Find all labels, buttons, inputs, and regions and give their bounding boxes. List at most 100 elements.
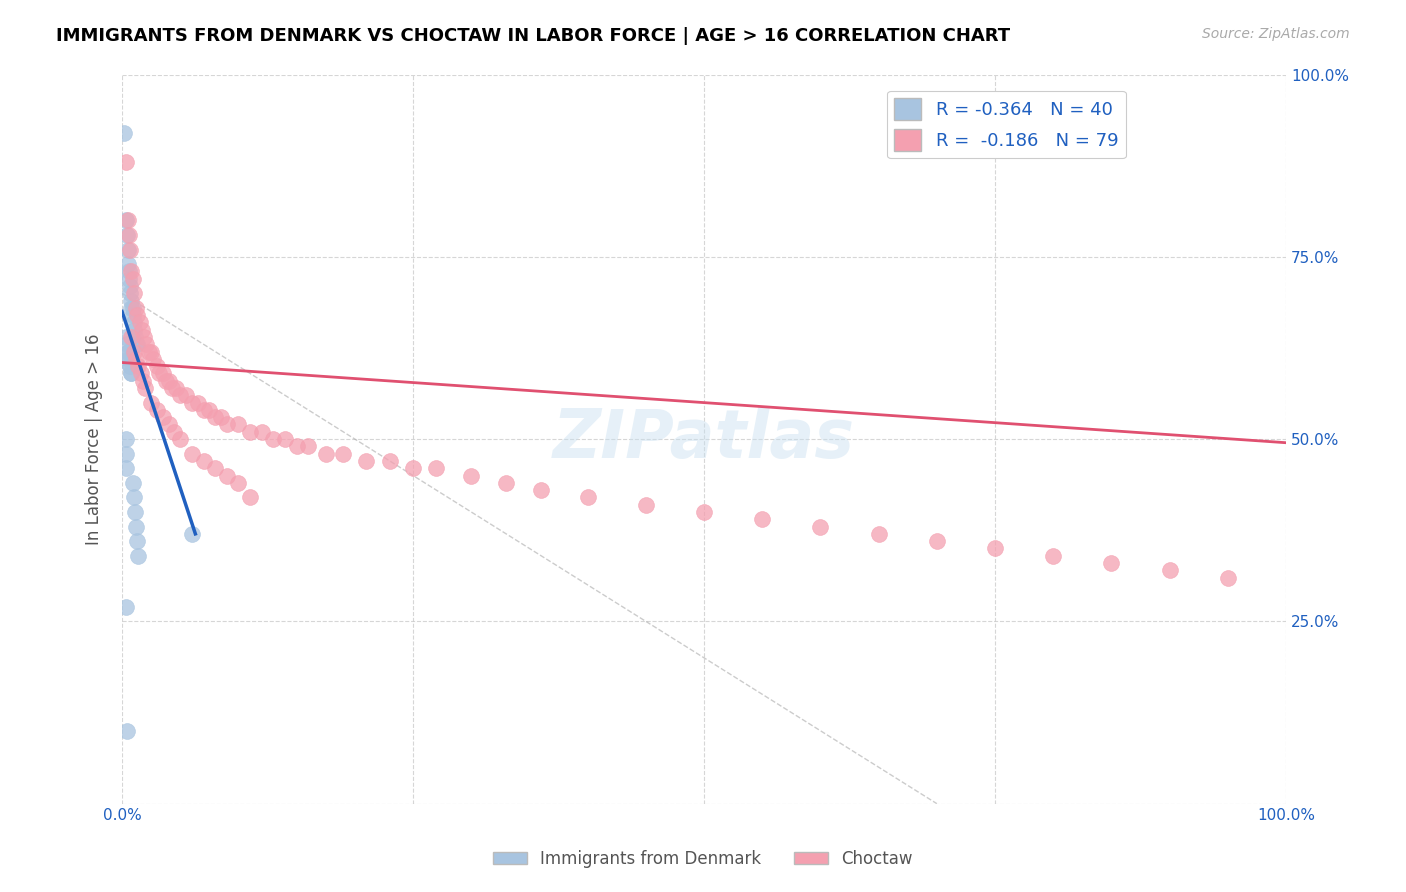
Point — [114, 461, 136, 475]
Point — [118, 351, 141, 366]
Point — [117, 344, 139, 359]
Point — [120, 367, 142, 381]
Point — [120, 243, 142, 257]
Point — [808, 519, 831, 533]
Point — [180, 526, 202, 541]
Point — [152, 410, 174, 425]
Point — [198, 403, 221, 417]
Point — [122, 286, 145, 301]
Point — [187, 395, 209, 409]
Point — [129, 367, 152, 381]
Point — [142, 351, 165, 366]
Point — [121, 308, 143, 322]
Point — [117, 243, 139, 257]
Legend: R = -0.364   N = 40, R =  -0.186   N = 79: R = -0.364 N = 40, R = -0.186 N = 79 — [887, 91, 1126, 159]
Point — [125, 519, 148, 533]
Point — [120, 367, 142, 381]
Point — [122, 491, 145, 505]
Point — [148, 367, 170, 381]
Point — [160, 381, 183, 395]
Point — [228, 417, 250, 432]
Point — [114, 432, 136, 446]
Point — [495, 475, 517, 490]
Point — [127, 359, 149, 373]
Point — [128, 315, 150, 329]
Point — [122, 315, 145, 329]
Point — [120, 286, 142, 301]
Point — [131, 323, 153, 337]
Point — [124, 505, 146, 519]
Point — [152, 367, 174, 381]
Point — [165, 381, 187, 395]
Point — [114, 599, 136, 614]
Point — [117, 344, 139, 359]
Point — [356, 454, 378, 468]
Point — [634, 498, 657, 512]
Point — [120, 330, 142, 344]
Point — [169, 388, 191, 402]
Point — [157, 417, 180, 432]
Point — [114, 447, 136, 461]
Point — [530, 483, 553, 497]
Point — [925, 534, 948, 549]
Point — [315, 447, 337, 461]
Text: ZIPatlas: ZIPatlas — [553, 406, 855, 472]
Text: IMMIGRANTS FROM DENMARK VS CHOCTAW IN LABOR FORCE | AGE > 16 CORRELATION CHART: IMMIGRANTS FROM DENMARK VS CHOCTAW IN LA… — [56, 27, 1011, 45]
Point — [250, 425, 273, 439]
Point — [127, 534, 149, 549]
Point — [118, 264, 141, 278]
Text: Source: ZipAtlas.com: Source: ZipAtlas.com — [1202, 27, 1350, 41]
Point — [193, 403, 215, 417]
Point — [402, 461, 425, 475]
Point — [120, 359, 142, 373]
Point — [239, 425, 262, 439]
Point — [120, 264, 142, 278]
Point — [155, 374, 177, 388]
Point — [1159, 563, 1181, 577]
Point — [274, 432, 297, 446]
Point — [209, 410, 232, 425]
Point — [122, 323, 145, 337]
Point — [120, 301, 142, 315]
Point — [332, 447, 354, 461]
Point — [127, 308, 149, 322]
Point — [285, 439, 308, 453]
Point — [180, 395, 202, 409]
Point — [180, 447, 202, 461]
Point — [115, 723, 138, 738]
Point — [146, 359, 169, 373]
Point — [378, 454, 401, 468]
Point — [120, 293, 142, 308]
Point — [460, 468, 482, 483]
Point — [868, 526, 890, 541]
Point — [228, 475, 250, 490]
Point — [146, 403, 169, 417]
Point — [984, 541, 1007, 556]
Point — [127, 549, 149, 563]
Point — [215, 468, 238, 483]
Point — [297, 439, 319, 453]
Point — [1099, 556, 1122, 570]
Point — [262, 432, 284, 446]
Point — [121, 271, 143, 285]
Point — [169, 432, 191, 446]
Point — [141, 344, 163, 359]
Point — [239, 491, 262, 505]
Point — [125, 337, 148, 351]
Point — [115, 227, 138, 242]
Point — [204, 410, 226, 425]
Point — [125, 301, 148, 315]
Point — [124, 330, 146, 344]
Point — [120, 359, 142, 373]
Point — [204, 461, 226, 475]
Y-axis label: In Labor Force | Age > 16: In Labor Force | Age > 16 — [86, 334, 103, 545]
Point — [117, 257, 139, 271]
Point — [174, 388, 197, 402]
Point — [118, 271, 141, 285]
Point — [135, 337, 157, 351]
Point — [122, 344, 145, 359]
Point — [114, 330, 136, 344]
Point — [134, 330, 156, 344]
Point — [425, 461, 447, 475]
Point — [1042, 549, 1064, 563]
